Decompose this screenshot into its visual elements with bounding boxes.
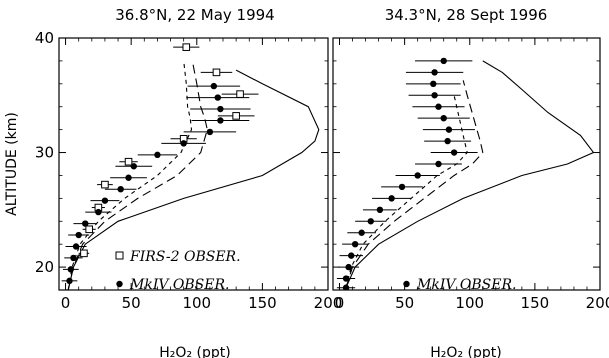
firs2-point [182, 43, 191, 51]
mkiv-point [345, 263, 352, 271]
mkiv-point [70, 254, 77, 262]
plot-frame [332, 37, 601, 291]
firs2-point [232, 112, 240, 120]
legend-mkiv-label: MkIV OBSER. [129, 277, 229, 293]
x-tick-label: 100 [182, 294, 211, 312]
firs2-point [85, 225, 93, 234]
y-axis-label: ALTITUDE (km) [4, 112, 20, 216]
x-tick-label: 150 [521, 294, 550, 312]
plot-area [61, 43, 320, 290]
y-tick-label: 20 [35, 258, 54, 276]
mkiv-point [217, 105, 224, 113]
x-tick-label: 100 [455, 294, 484, 312]
mkiv-point [75, 231, 82, 239]
plot-area [336, 57, 595, 290]
mkiv-point [348, 252, 355, 259]
mkiv-point [342, 284, 350, 290]
panel-2-plot: 0 50 100 150 200 [332, 37, 609, 312]
mkiv-point [154, 151, 161, 159]
mkiv-point [342, 275, 350, 282]
mkiv-point [414, 172, 421, 179]
mkiv-point [435, 160, 442, 168]
x-tick-label: 0 [335, 294, 345, 312]
model-curve-solid [67, 69, 320, 290]
model-curve-solid [345, 60, 595, 288]
x-tick-label: 0 [61, 294, 71, 312]
panel-1-title: 36.8°N, 22 May 1994 [115, 6, 274, 24]
mkiv-point [431, 92, 438, 99]
mkiv-point [217, 117, 224, 124]
panel-1-legend: FIRS-2 OBSER. MkIV OBSER. [115, 249, 241, 293]
x-tick-label: 200 [586, 294, 609, 312]
mkiv-point [125, 174, 132, 181]
legend-square-marker [115, 251, 124, 260]
mkiv-point [117, 186, 124, 193]
x-tick-label: 50 [122, 294, 141, 312]
x-tick-label: 150 [248, 294, 277, 312]
mkiv-point [431, 69, 438, 76]
mkiv-point [388, 195, 395, 202]
legend-firs2-label: FIRS-2 OBSER. [129, 249, 241, 265]
mkiv-point [430, 80, 437, 88]
mkiv-point [130, 163, 137, 170]
firs2-point [236, 90, 244, 98]
mkiv-point [210, 82, 218, 90]
mkiv-point [358, 229, 365, 236]
plot-frame [58, 37, 329, 291]
mkiv-point [445, 126, 453, 133]
x-tick-label: 50 [395, 294, 414, 312]
mkiv-point [95, 208, 102, 216]
y-tick-label: 30 [35, 144, 54, 162]
legend-mkiv-label: MkIV OBSER. [416, 277, 516, 293]
mkiv-point [214, 94, 221, 101]
mkiv-point [351, 240, 359, 248]
legend-circle-marker [116, 280, 123, 288]
panel-2-legend: MkIV OBSER. [403, 277, 516, 293]
mkiv-point [66, 277, 73, 285]
firs2-point [101, 180, 109, 189]
mkiv-point [101, 197, 109, 204]
mkiv-point [376, 206, 384, 214]
mkiv-point [440, 57, 447, 65]
mkiv-point [72, 243, 80, 250]
mkiv-point [398, 183, 406, 191]
mkiv-point [82, 220, 89, 227]
panel-1-plot: 0 50 100 150 200 20 30 40 [35, 29, 342, 312]
mkiv-point [444, 137, 451, 145]
panel-2-xlabel: H₂O₂ (ppt) [430, 345, 501, 358]
model-curve-long-dash [67, 63, 208, 290]
model-curve-long-dash [345, 80, 484, 288]
firs2-point [212, 68, 221, 77]
panel-1-xlabel: H₂O₂ (ppt) [159, 345, 230, 358]
mkiv-point [440, 114, 447, 122]
firs2-point [80, 249, 88, 258]
panel-2-title: 34.3°N, 28 Sept 1996 [385, 6, 548, 24]
mkiv-point [367, 218, 374, 225]
y-tick-label: 40 [35, 29, 54, 47]
mkiv-point [180, 140, 187, 147]
mkiv-point [435, 103, 442, 110]
mkiv-point [67, 266, 75, 273]
x-tick-label: 200 [314, 294, 343, 312]
legend-circle-marker [403, 280, 410, 288]
mkiv-point [206, 128, 214, 136]
mkiv-point [450, 149, 458, 156]
firs2-point [124, 157, 133, 166]
